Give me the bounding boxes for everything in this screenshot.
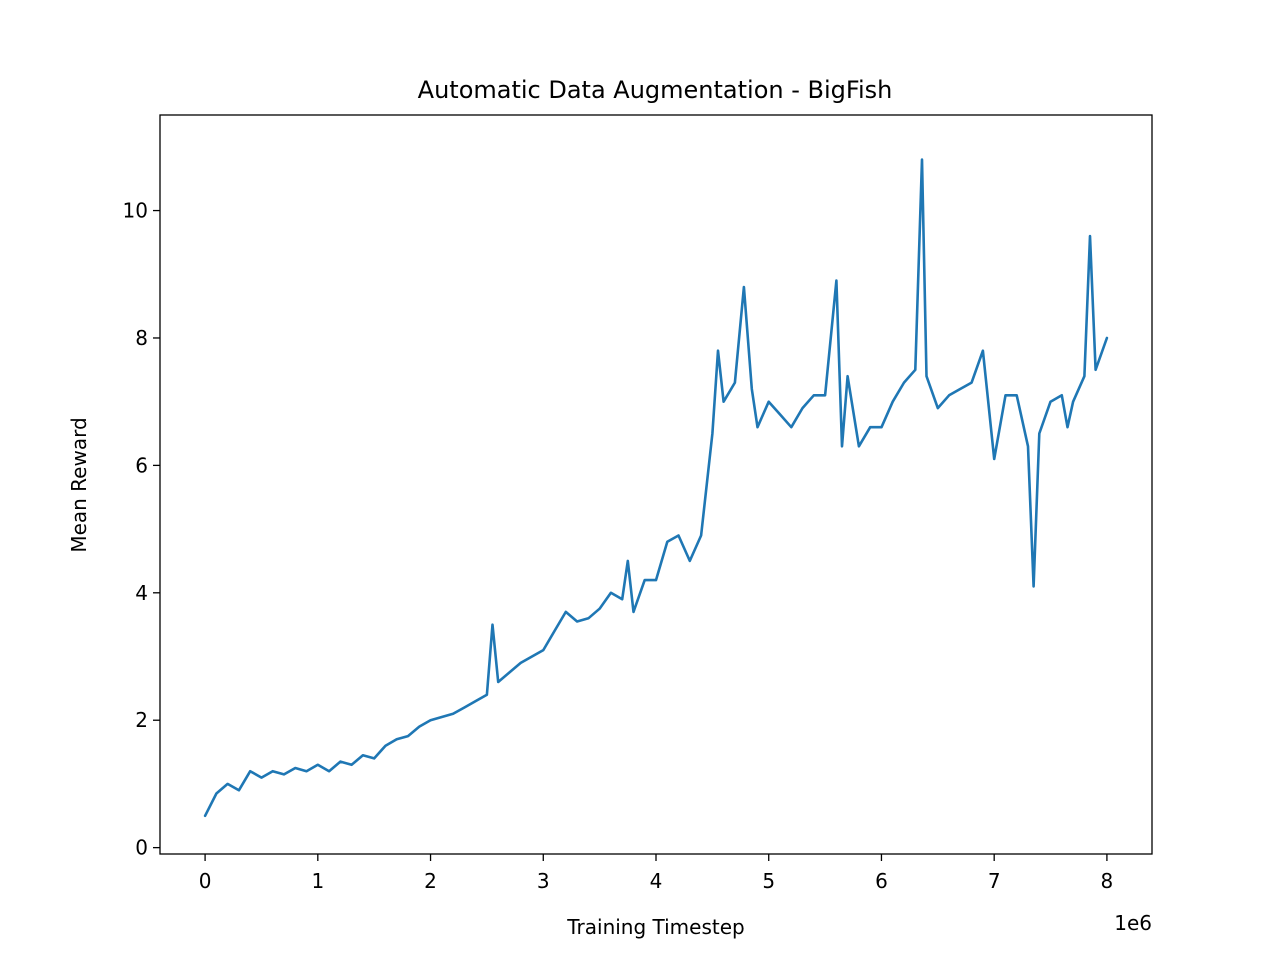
x-tick-label: 7 [988, 869, 1001, 893]
y-tick-label: 2 [135, 708, 148, 732]
x-tick-label: 3 [537, 869, 550, 893]
y-tick-label: 6 [135, 453, 148, 477]
x-tick-label: 8 [1101, 869, 1114, 893]
x-tick-label: 1 [311, 869, 324, 893]
y-axis-ticks: 0 2 4 6 8 10 [123, 199, 160, 860]
y-tick-label: 0 [135, 836, 148, 860]
x-axis-label: Training Timestep [566, 915, 744, 939]
x-axis-ticks: 0 1 2 3 4 5 6 7 8 [199, 854, 1114, 893]
chart-title: Automatic Data Augmentation - BigFish [418, 76, 893, 104]
x-tick-label: 4 [650, 869, 663, 893]
y-tick-label: 10 [123, 199, 148, 223]
x-tick-label: 6 [875, 869, 888, 893]
x-tick-label: 5 [762, 869, 775, 893]
plot-area [203, 158, 1109, 818]
x-axis-offset-label: 1e6 [1114, 911, 1152, 935]
y-axis-label: Mean Reward [67, 417, 91, 552]
x-tick-label: 0 [199, 869, 212, 893]
y-tick-label: 8 [135, 326, 148, 350]
axes-frame [159, 114, 1153, 855]
y-tick-label: 4 [135, 581, 148, 605]
series-line [203, 158, 1109, 818]
x-tick-label: 2 [424, 869, 437, 893]
